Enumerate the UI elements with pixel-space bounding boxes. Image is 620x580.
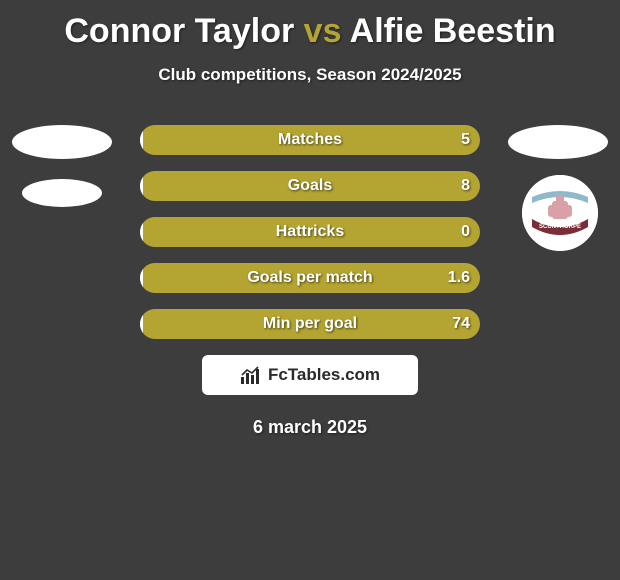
title-player1: Connor Taylor [64,12,294,50]
bar-left-fill [140,125,143,155]
comparison-row: Goals per match1.6 [0,263,620,293]
comparison-row: Hattricks0 [0,217,620,247]
comparison-row: Goals8 [0,171,620,201]
bar-track [140,217,480,247]
bar-left-fill [140,217,143,247]
bar-track [140,309,480,339]
bar-left-fill [140,309,143,339]
page-title: Connor Taylor vs Alfie Beestin [0,0,620,51]
title-vs: vs [304,12,342,50]
bar-track [140,263,480,293]
bar-track [140,171,480,201]
date-text: 6 march 2025 [0,417,620,438]
bar-left-fill [140,171,143,201]
title-player2: Alfie Beestin [350,12,556,50]
bar-track [140,125,480,155]
comparison-rows: Matches5 Goals8 Hattricks0 Goals per match1… [0,125,620,339]
brand-text: FcTables.com [268,365,380,385]
brand-box: FcTables.com [202,355,418,395]
comparison-row: Min per goal74 [0,309,620,339]
bar-left-fill [140,263,143,293]
comparison-content: SCUNTHORPE Matches5Goals8Hattricks0Goals… [0,125,620,339]
subtitle: Club competitions, Season 2024/2025 [0,65,620,85]
brand-chart-icon [240,365,262,385]
comparison-row: Matches5 [0,125,620,155]
